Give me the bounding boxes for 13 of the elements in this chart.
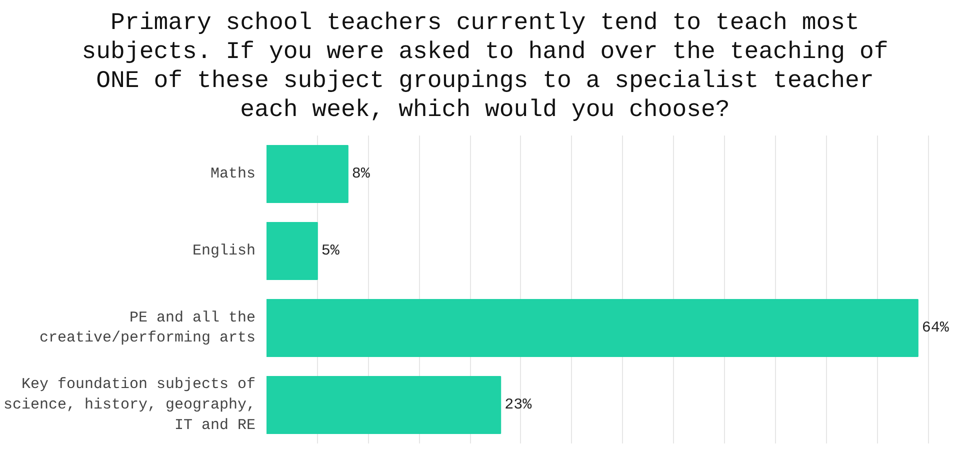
data-label: 64% (922, 320, 950, 336)
data-label: 23% (504, 396, 533, 414)
data-label: 5% (321, 242, 340, 260)
y-tick-label: PE and all the creative/performing arts (39, 309, 256, 347)
bar (266, 299, 918, 357)
bar (266, 222, 318, 280)
y-tick-label: Key foundation subjects of science, history, geography, IT and RE (3, 376, 256, 434)
chart-title: Primary school teachers currently tend to teach most subjects. If you were asked to hand over the teaching of ONE of these subject groupings to a specialist teacher each week, which would you choose? (80, 9, 890, 125)
y-tick-label: English (192, 242, 256, 260)
bar (266, 376, 502, 434)
y-tick-label: Maths (210, 166, 256, 182)
data-label: 8% (352, 166, 371, 182)
bar (266, 145, 348, 203)
